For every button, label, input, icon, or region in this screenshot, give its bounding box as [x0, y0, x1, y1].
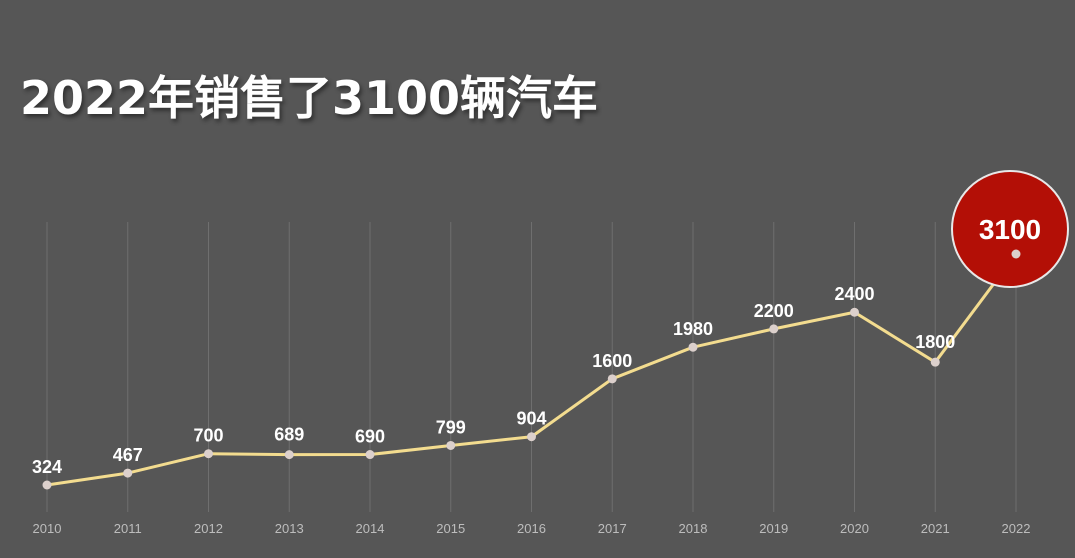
- data-label-2017: 1600: [592, 351, 632, 371]
- x-tick-2010: 2010: [33, 521, 62, 536]
- x-tick-2022: 2022: [1002, 521, 1031, 536]
- data-label-2019: 2200: [754, 301, 794, 321]
- x-tick-2019: 2019: [759, 521, 788, 536]
- data-label-2015: 799: [436, 417, 466, 437]
- x-tick-2012: 2012: [194, 521, 223, 536]
- data-label-2021: 1800: [915, 332, 955, 352]
- data-label-2018: 1980: [673, 319, 713, 339]
- data-label-2011: 467: [113, 445, 143, 465]
- data-point-2020: [850, 307, 859, 317]
- data-point-2016: [527, 432, 536, 442]
- gridlines: [46, 222, 1017, 512]
- x-tick-2014: 2014: [356, 521, 385, 536]
- data-label-2013: 689: [274, 425, 304, 445]
- data-point-2014: [365, 450, 375, 460]
- data-labels: 324 467 700 689 690 799 904 1600 1980 2200 2400 180…: [32, 214, 1041, 477]
- data-point-2022: [1011, 249, 1021, 259]
- x-tick-2016: 2016: [517, 521, 546, 536]
- x-tick-2020: 2020: [840, 521, 869, 536]
- highlight-circle: [951, 170, 1069, 288]
- x-tick-2013: 2013: [275, 521, 304, 536]
- data-point-2019: [769, 324, 779, 334]
- data-point-2012: [204, 449, 213, 459]
- data-points: [42, 249, 1021, 490]
- data-point-2011: [123, 468, 133, 478]
- data-label-2014: 690: [355, 427, 385, 447]
- data-point-2013: [284, 450, 294, 460]
- data-point-2015: [446, 440, 456, 450]
- x-tick-2015: 2015: [436, 521, 465, 536]
- data-point-2021: [930, 357, 940, 367]
- data-label-2012: 700: [193, 426, 223, 446]
- data-point-2018: [688, 342, 698, 352]
- x-axis-ticks: 2010 2011 2012 2013 2014 2015 2016 2017 2018 2019…: [33, 521, 1031, 536]
- x-tick-2021: 2021: [921, 521, 950, 536]
- data-label-2020: 2400: [834, 284, 874, 304]
- highlight-layer: [951, 170, 1069, 288]
- data-label-2010: 324: [32, 457, 62, 477]
- data-label-2016: 904: [516, 409, 546, 429]
- chart-title: 2022年销售了3100辆汽车: [20, 71, 599, 125]
- data-point-2017: [607, 374, 617, 384]
- x-tick-2018: 2018: [679, 521, 708, 536]
- x-tick-2017: 2017: [598, 521, 627, 536]
- data-point-2010: [42, 480, 52, 490]
- x-tick-2011: 2011: [114, 521, 142, 536]
- data-label-2022: 3100: [979, 214, 1041, 245]
